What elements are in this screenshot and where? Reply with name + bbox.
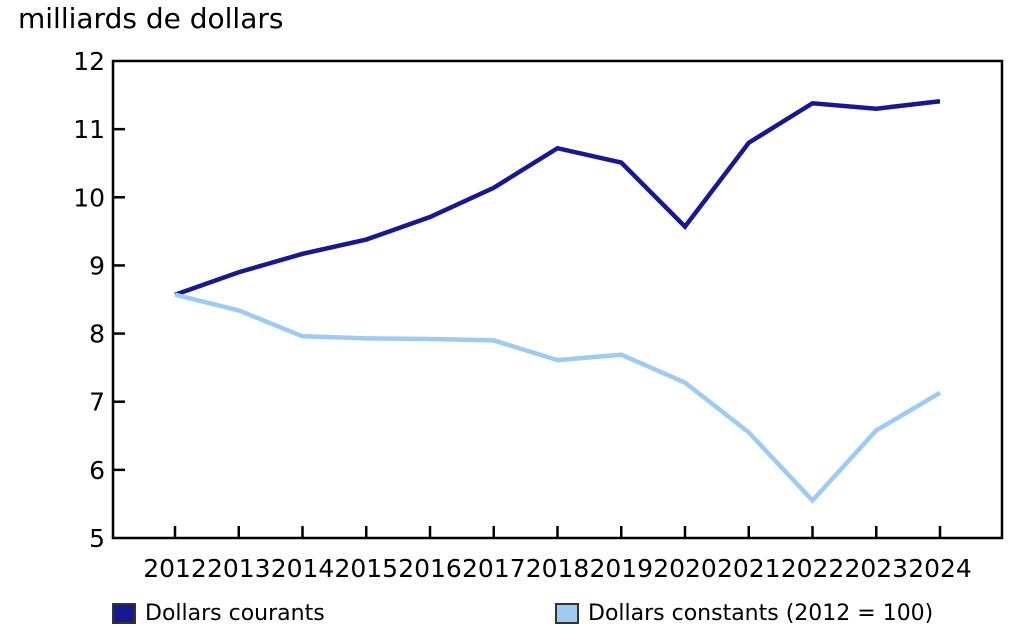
x-tick-label: 2014 bbox=[271, 554, 335, 583]
legend-item-dollars-constants: Dollars constants (2012 = 100) bbox=[555, 601, 933, 626]
y-tick-label: 6 bbox=[89, 456, 105, 485]
x-tick-label: 2012 bbox=[143, 554, 207, 583]
y-axis-title: milliards de dollars bbox=[18, 2, 284, 35]
legend-swatch-courants-icon bbox=[112, 603, 136, 624]
legend-swatch-constants-icon bbox=[555, 603, 579, 624]
legend-item-dollars-courants: Dollars courants bbox=[112, 601, 325, 626]
x-tick-label: 2013 bbox=[207, 554, 271, 583]
legend-label-courants: Dollars courants bbox=[145, 601, 325, 626]
x-tick-label: 2018 bbox=[526, 554, 590, 583]
series-line-dollars-constants bbox=[174, 292, 942, 504]
y-tick-label: 12 bbox=[73, 47, 105, 76]
x-tick-label: 2022 bbox=[781, 554, 845, 583]
x-tick-label: 2019 bbox=[589, 554, 653, 583]
x-tick-label: 2016 bbox=[398, 554, 462, 583]
x-tick-label: 2023 bbox=[844, 554, 908, 583]
plot-border bbox=[111, 59, 1004, 540]
y-tick-label: 9 bbox=[89, 251, 105, 280]
y-tick-label: 5 bbox=[89, 524, 105, 553]
y-tick-label: 7 bbox=[89, 388, 105, 417]
y-tick-label: 8 bbox=[89, 320, 105, 349]
legend-label-constants: Dollars constants (2012 = 100) bbox=[588, 601, 934, 626]
y-tick-label: 11 bbox=[73, 115, 105, 144]
y-tick-label: 10 bbox=[73, 183, 105, 212]
x-tick-label: 2017 bbox=[462, 554, 526, 583]
x-tick-label: 2020 bbox=[653, 554, 717, 583]
series-line-dollars-courants bbox=[174, 98, 941, 297]
x-tick-label: 2015 bbox=[334, 554, 398, 583]
x-tick-label: 2021 bbox=[717, 554, 781, 583]
x-tick-label: 2024 bbox=[908, 554, 972, 583]
